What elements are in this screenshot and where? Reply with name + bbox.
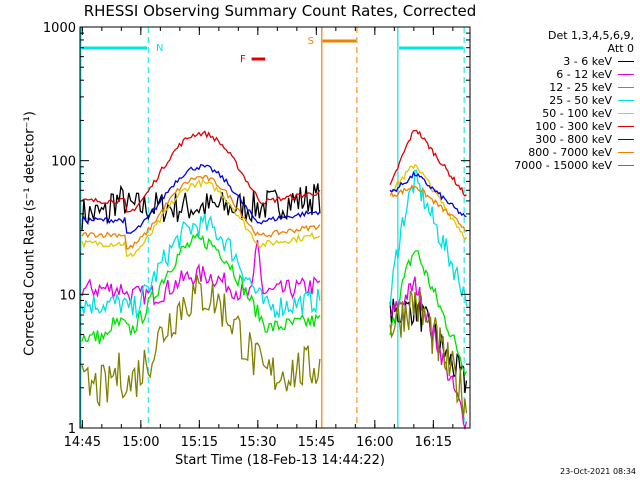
series-line-seg2 xyxy=(389,170,467,218)
series-line-seg2 xyxy=(389,169,468,306)
legend-label: 7000 - 15000 keV xyxy=(514,159,612,172)
x-tick-label: 15:30 xyxy=(239,435,276,450)
legend: Det 1,3,4,5,6,9, Att 0 3 - 6 keV 6 - 12 k… xyxy=(484,29,634,172)
y-tick-label: 1000 xyxy=(43,21,76,36)
series-line-seg2 xyxy=(389,290,468,419)
x-axis-label: Start Time (18-Feb-13 14:44:22) xyxy=(175,453,385,468)
legend-label: 12 - 25 keV xyxy=(549,81,612,94)
x-tick-label: 16:15 xyxy=(415,435,452,450)
legend-swatch xyxy=(618,74,634,75)
series-line-seg2 xyxy=(389,250,468,377)
legend-swatch xyxy=(618,126,634,127)
legend-swatch xyxy=(618,152,634,153)
legend-swatch xyxy=(618,165,634,166)
flare-label: F xyxy=(240,54,246,65)
legend-entry: 50 - 100 keV xyxy=(484,107,634,120)
legend-label: 50 - 100 keV xyxy=(542,107,612,120)
series-line-seg2 xyxy=(389,184,467,233)
legend-label: 25 - 50 keV xyxy=(549,94,612,107)
plot-frame xyxy=(79,26,471,429)
chart-title: RHESSI Observing Summary Count Rates, Co… xyxy=(83,2,477,20)
series-line-seg1 xyxy=(81,178,321,258)
legend-entry: 12 - 25 keV xyxy=(484,81,634,94)
series-line-seg1 xyxy=(81,163,321,234)
legend-entry: 100 - 300 keV xyxy=(484,120,634,133)
legend-label: 100 - 300 keV xyxy=(535,120,612,133)
legend-swatch xyxy=(618,87,634,88)
y-tick-label: 1 xyxy=(68,422,76,437)
legend-header-1: Det 1,3,4,5,6,9, xyxy=(547,29,634,42)
legend-swatch xyxy=(618,139,634,140)
series-line-seg2 xyxy=(389,129,467,197)
legend-entry: 25 - 50 keV xyxy=(484,94,634,107)
legend-label: 300 - 800 keV xyxy=(535,133,612,146)
x-tick-label: 15:15 xyxy=(181,435,218,450)
timestamp: 23-Oct-2021 08:34 xyxy=(560,467,636,476)
legend-entry: 300 - 800 keV xyxy=(484,133,634,146)
legend-swatch xyxy=(618,61,634,62)
y-tick-label: 100 xyxy=(51,155,76,170)
legend-entry: 800 - 7000 keV xyxy=(484,146,634,159)
series-line-seg2 xyxy=(390,163,468,242)
legend-entry: 7000 - 15000 keV xyxy=(484,159,634,172)
legend-label: 3 - 6 keV xyxy=(563,55,612,68)
x-tick-label: 16:00 xyxy=(356,435,393,450)
legend-label: 800 - 7000 keV xyxy=(528,146,612,159)
x-tick-label: 14:45 xyxy=(64,435,101,450)
series-line-seg1 xyxy=(81,183,321,231)
series-line-seg1 xyxy=(81,130,321,213)
y-tick-label: 10 xyxy=(59,288,76,303)
series-line-seg1 xyxy=(81,213,321,320)
series-line-seg1 xyxy=(81,274,321,407)
saa-label: S xyxy=(308,36,314,47)
legend-header-2: Att 0 xyxy=(607,42,634,55)
legend-swatch xyxy=(618,100,634,101)
x-tick-label: 15:45 xyxy=(298,435,335,450)
legend-label: 6 - 12 keV xyxy=(556,68,612,81)
series-line-seg1 xyxy=(81,232,321,345)
series-line-seg1 xyxy=(81,239,321,306)
legend-entry: 6 - 12 keV xyxy=(484,68,634,81)
night-label: N xyxy=(156,43,163,54)
legend-swatch xyxy=(618,113,634,114)
series-line-seg2 xyxy=(389,276,468,431)
legend-entry: 3 - 6 keV xyxy=(484,55,634,68)
x-tick-label: 15:00 xyxy=(122,435,159,450)
y-axis-label: Corrected Count Rate (s⁻¹ detector⁻¹) xyxy=(22,111,38,356)
series-line-seg1 xyxy=(81,174,321,250)
